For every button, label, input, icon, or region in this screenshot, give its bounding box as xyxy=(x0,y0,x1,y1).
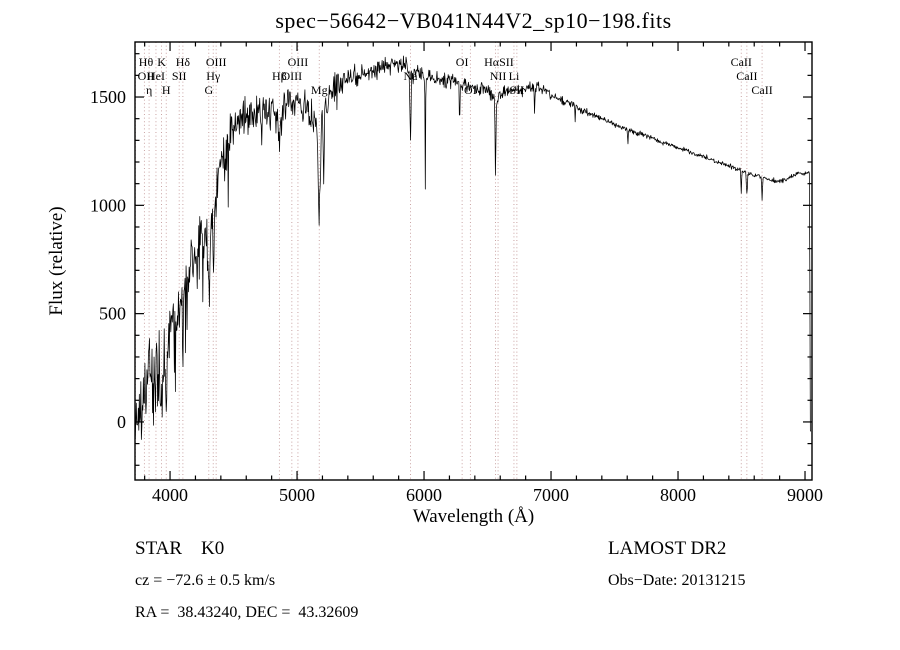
y-tick-label: 1000 xyxy=(90,195,126,215)
line-label: SII xyxy=(510,83,525,97)
line-label: H xyxy=(162,83,171,97)
survey-text: LAMOST DR2 xyxy=(608,538,727,559)
x-axis-label: Wavelength (Å) xyxy=(412,506,535,527)
x-tick-label: 8000 xyxy=(660,485,696,505)
spectrum-path xyxy=(134,55,812,440)
x-tick-label: 4000 xyxy=(152,485,188,505)
line-label: OI xyxy=(456,55,469,69)
line-label: CaII xyxy=(731,55,752,69)
line-label: η xyxy=(146,83,152,97)
line-label: Hγ xyxy=(206,69,221,83)
line-label: OIII xyxy=(282,69,303,83)
line-label: K xyxy=(157,55,166,69)
line-label: OIII xyxy=(288,55,309,69)
line-label: HαSII xyxy=(484,55,514,69)
plot-frame xyxy=(134,41,813,481)
x-tick-label: 9000 xyxy=(787,485,823,505)
line-label: Hβ xyxy=(272,69,287,83)
line-label: Na xyxy=(403,69,418,83)
line-label: SII xyxy=(172,69,187,83)
line-label: CaII xyxy=(736,69,757,83)
line-label: Hθ xyxy=(139,55,154,69)
line-label: NII xyxy=(490,69,507,83)
line-label: HeI xyxy=(147,69,165,83)
line-label: OII xyxy=(138,69,155,83)
line-label: Mg xyxy=(311,83,328,97)
x-tick-label: 6000 xyxy=(406,485,442,505)
line-label: OI xyxy=(464,83,477,97)
plot-title: spec−56642−VB041N44V2_sp10−198.fits xyxy=(275,8,672,33)
x-tick-label: 7000 xyxy=(533,485,569,505)
obs-date-text: Obs−Date: 20131215 xyxy=(608,572,746,589)
classification-text: STAR K0 xyxy=(135,538,225,559)
line-label: Hδ xyxy=(176,55,191,69)
y-tick-label: 0 xyxy=(117,412,126,432)
line-label: CaII xyxy=(751,83,772,97)
y-tick-label: 500 xyxy=(99,304,126,324)
y-tick-label: 1500 xyxy=(90,87,126,107)
axis-ticks xyxy=(135,42,812,480)
x-tick-label: 5000 xyxy=(279,485,315,505)
line-label: OIII xyxy=(206,55,227,69)
line-label: G xyxy=(204,83,213,97)
line-markers xyxy=(134,42,763,480)
cz-text: cz = −72.6 ± 0.5 km/s xyxy=(135,572,276,589)
line-label: Li xyxy=(509,69,520,83)
ra-dec-text: RA = 38.43240, DEC = 43.32609 xyxy=(135,604,359,621)
